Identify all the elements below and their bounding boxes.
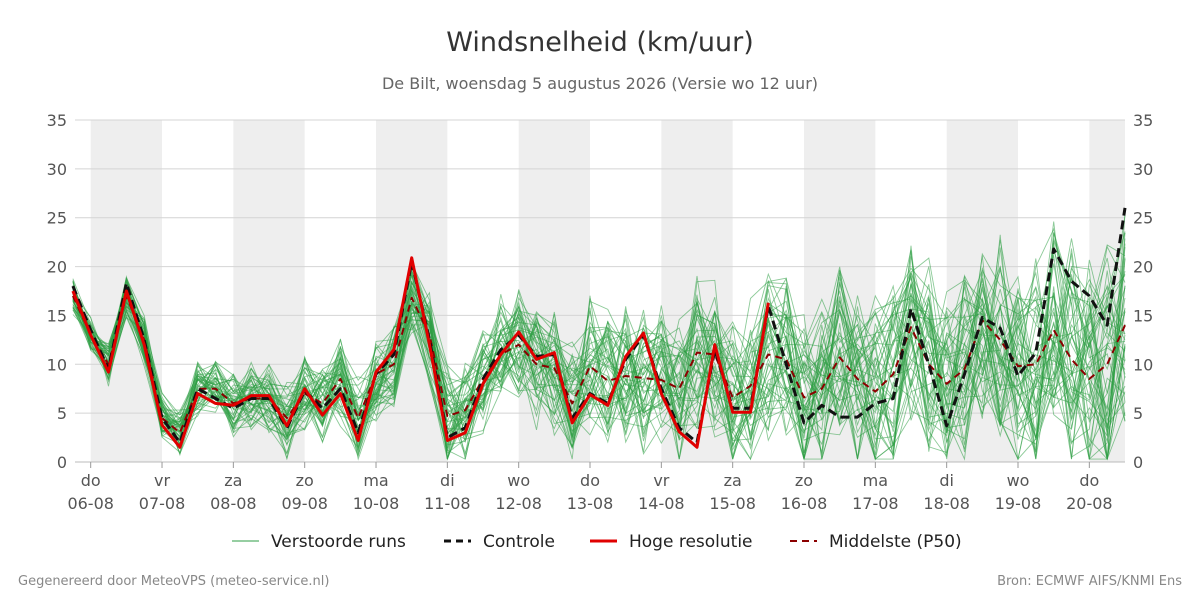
x-tick-day: di	[440, 471, 455, 490]
x-tick-date: 10-08	[353, 494, 400, 513]
legend-label-control: Controle	[483, 532, 555, 552]
y-tick-label: 10	[47, 355, 67, 374]
x-tick-date: 20-08	[1066, 494, 1113, 513]
x-tick-day: zo	[296, 471, 314, 490]
y-tick-label: 20	[47, 258, 67, 277]
ensemble-run-line	[72, 232, 1126, 460]
x-tick-day: wo	[507, 471, 530, 490]
y-tick-label: 25	[1133, 209, 1153, 228]
x-tick-date: 13-08	[567, 494, 614, 513]
x-tick-date: 09-08	[281, 494, 328, 513]
ensemble-runs	[72, 213, 1126, 461]
main-series	[71, 207, 1127, 449]
y-axis-left: 0 5 10 15 20 25 30 35	[47, 111, 67, 472]
x-tick-day: wo	[1007, 471, 1030, 490]
legend: Verstoorde runs Controle Hoge resolutie Mid…	[232, 532, 962, 552]
ensemble-run-line	[72, 258, 1126, 460]
chart-title: Windsnelheid (km/uur)	[446, 27, 754, 58]
y-tick-label: 5	[1133, 404, 1143, 423]
ensemble-run-line	[72, 267, 1126, 461]
ensemble-run-line	[72, 243, 1126, 461]
x-tick-date: 17-08	[852, 494, 899, 513]
ensemble-run-line	[72, 260, 1126, 444]
footer-source: Bron: ECMWF AIFS/KNMI Ens	[997, 574, 1182, 589]
x-tick-day: vr	[154, 471, 170, 490]
x-tick-date: 18-08	[923, 494, 970, 513]
ensemble-run-line	[72, 278, 1126, 461]
footer-generator: Gegenereerd door MeteoVPS (meteo-service…	[18, 574, 329, 589]
x-tick-day: zo	[795, 471, 813, 490]
x-tick-day: ma	[363, 471, 388, 490]
ensemble-run-line	[72, 248, 1126, 461]
x-tick-date: 12-08	[495, 494, 542, 513]
chart-subtitle: De Bilt, woensdag 5 augustus 2026 (Versi…	[382, 74, 818, 93]
y-tick-label: 10	[1133, 355, 1153, 374]
ensemble-run-line	[72, 239, 1126, 461]
x-tick-date: 14-08	[638, 494, 685, 513]
ensemble-run-line	[72, 238, 1126, 460]
x-tick-day: do	[81, 471, 101, 490]
legend-label-ensemble: Verstoorde runs	[271, 532, 406, 552]
x-axis: do 06-08 vr 07-08 za 08-08 zo 09-08 ma 10-08 di 11-…	[67, 462, 1113, 513]
x-tick-date: 19-08	[995, 494, 1042, 513]
x-tick-day: za	[724, 471, 742, 490]
y-tick-label: 30	[1133, 160, 1153, 179]
x-tick-day: za	[224, 471, 242, 490]
y-tick-label: 35	[1133, 111, 1153, 130]
x-tick-date: 08-08	[210, 494, 257, 513]
x-tick-date: 07-08	[139, 494, 186, 513]
y-axis-right: 0 5 10 15 20 25 30 35	[1133, 111, 1153, 472]
ensemble-run-line	[72, 286, 1126, 460]
y-tick-label: 20	[1133, 258, 1153, 277]
y-tick-label: 35	[47, 111, 67, 130]
y-tick-label: 15	[47, 306, 67, 325]
y-tick-label: 5	[57, 404, 67, 423]
series-line-hires	[71, 256, 770, 449]
y-tick-label: 0	[57, 453, 67, 472]
x-tick-date: 06-08	[67, 494, 114, 513]
x-tick-date: 16-08	[781, 494, 828, 513]
x-tick-day: do	[580, 471, 600, 490]
y-tick-label: 30	[47, 160, 67, 179]
x-tick-day: ma	[863, 471, 888, 490]
legend-label-median: Middelste (P50)	[829, 532, 962, 552]
x-tick-day: vr	[653, 471, 669, 490]
series-line-control	[71, 207, 1127, 444]
ensemble-run-line	[72, 242, 1126, 461]
y-tick-label: 15	[1133, 306, 1153, 325]
x-tick-date: 15-08	[709, 494, 756, 513]
legend-label-hires: Hoge resolutie	[629, 532, 753, 552]
x-tick-day: di	[939, 471, 954, 490]
ensemble-run-line	[72, 259, 1126, 448]
y-tick-label: 0	[1133, 453, 1143, 472]
y-tick-label: 25	[47, 209, 67, 228]
x-tick-day: do	[1079, 471, 1099, 490]
x-tick-date: 11-08	[424, 494, 471, 513]
